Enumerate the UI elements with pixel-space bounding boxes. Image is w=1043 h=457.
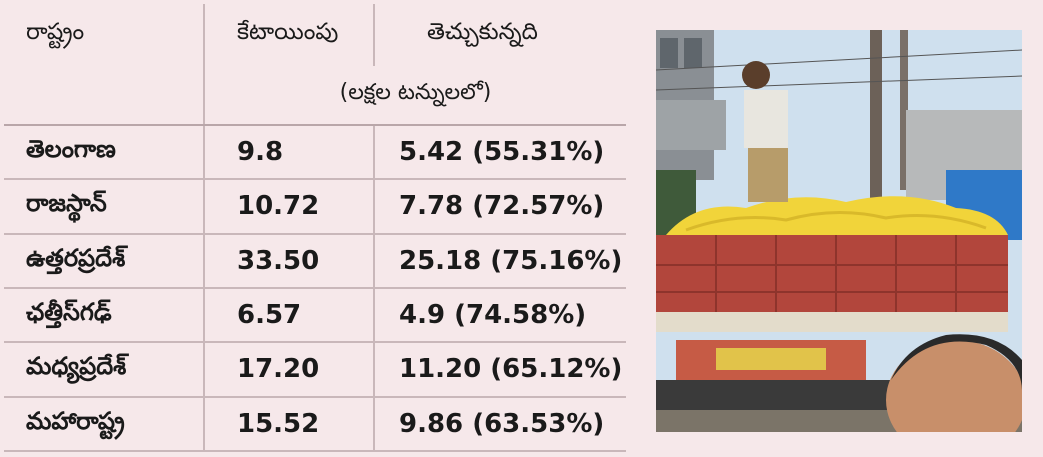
lifted-cell: 11.20 (65.12%)	[374, 342, 626, 398]
lifted-cell: 9.86 (63.53%)	[374, 396, 626, 453]
allocation-cell: 17.20	[204, 342, 375, 398]
power-line	[656, 49, 1022, 71]
power-pole	[870, 30, 882, 200]
table-row: తెలంగాణ 9.8 5.42 (55.31%)	[4, 124, 626, 181]
table-header-row: రాష్ట్రం కేటాయింపు తెచ్చుకున్నది	[4, 4, 626, 67]
header-lifted: తెచ్చుకున్నది	[427, 19, 538, 46]
foreground-person	[886, 340, 1022, 432]
foreground-person-hair	[891, 334, 1022, 390]
table-unit-row: (లక్షల టన్నులలో)	[4, 66, 626, 126]
lifted-cell: 25.18 (75.16%)	[374, 233, 626, 289]
header-state: రాష్ట్రం	[4, 4, 205, 67]
building-window	[684, 38, 702, 68]
truck-illustration	[656, 30, 1022, 432]
truck-stripe	[656, 312, 1008, 332]
table-row: ఉత్తరప్రదేశ్ 33.50 25.18 (75.16%)	[4, 233, 626, 289]
building-window	[660, 38, 678, 68]
building-awning	[656, 100, 726, 150]
number-plate	[716, 348, 826, 370]
lifted-cell: 7.78 (72.57%)	[374, 179, 626, 235]
table-row: మధ్యప్రదేశ్ 17.20 11.20 (65.12%)	[4, 342, 626, 398]
state-cell: మధ్యప్రదేశ్	[4, 342, 205, 398]
lifted-cell: 4.9 (74.58%)	[374, 287, 626, 344]
procurement-table: రాష్ట్రం కేటాయింపు తెచ్చుకున్నది (లక్షల …	[4, 4, 626, 453]
worker-head	[742, 61, 770, 89]
state-cell: తెలంగాణ	[4, 124, 205, 181]
grain-sacks-fold	[685, 210, 987, 232]
power-pole	[900, 30, 908, 190]
unit-row-empty-cell	[4, 66, 205, 126]
worker-shirt	[744, 90, 788, 148]
state-cell: మహారాష్ట్ర	[4, 396, 205, 453]
unit-label: (లక్షల టన్నులలో)	[204, 66, 626, 126]
worker-trousers	[748, 148, 788, 202]
truck-chassis	[656, 380, 916, 410]
state-cell: ఛత్తీస్‌గఢ్	[4, 287, 205, 344]
grain-sacks	[666, 196, 1008, 235]
state-cell: రాజస్థాన్	[4, 179, 205, 235]
truck-photo	[656, 30, 1022, 432]
state-cell: ఉత్తరప్రదేశ్	[4, 233, 205, 289]
allocation-cell: 33.50	[204, 233, 375, 289]
table-row: రాజస్థాన్ 10.72 7.78 (72.57%)	[4, 179, 626, 235]
table-row: మహారాష్ట్ర 15.52 9.86 (63.53%)	[4, 396, 626, 453]
lifted-cell: 5.42 (55.31%)	[374, 124, 626, 181]
table-row: ఛత్తీస్‌గఢ్ 6.57 4.9 (74.58%)	[4, 287, 626, 344]
allocation-cell: 6.57	[204, 287, 375, 344]
allocation-cell: 15.52	[204, 396, 375, 453]
allocation-cell: 9.8	[204, 124, 375, 181]
power-line	[656, 75, 1022, 91]
allocation-cell: 10.72	[204, 179, 375, 235]
header-allocation: కేటాయింపు	[204, 4, 375, 67]
